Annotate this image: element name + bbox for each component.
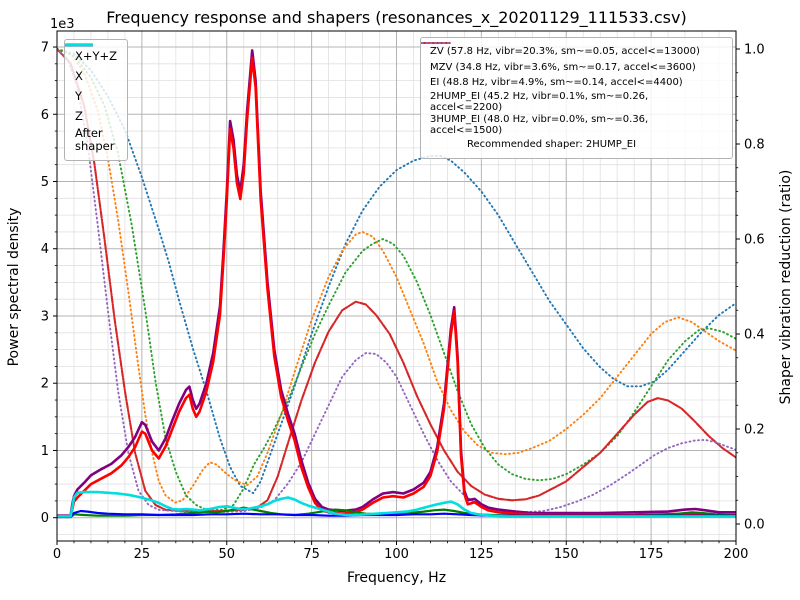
curve-shaper-mzv	[57, 48, 736, 504]
x-tick-label: 0	[53, 547, 61, 562]
y-left-tick-label: 3	[41, 309, 49, 324]
y-right-tick-label: 0.4	[744, 328, 765, 343]
legend-item-zv: ZV (57.8 Hz, vibr=20.3%, sm~=0.05, accel…	[421, 42, 723, 60]
y-left-tick-label: 1	[41, 444, 49, 459]
legend-item-y: Y	[65, 43, 117, 107]
legend-shapers: ZV (57.8 Hz, vibr=20.3%, sm~=0.05, accel…	[420, 37, 733, 159]
legend-item-3hump_ei: 3HUMP_EI (48.0 Hz, vibr=0.0%, sm~=0.36, …	[421, 42, 723, 137]
legend-item-label: Y	[75, 89, 83, 104]
legend-item-label: Z	[75, 109, 83, 124]
y-right-tick-label: 1.0	[744, 43, 765, 58]
legend-item-z: Z	[65, 43, 117, 127]
y-right-tick-label: 0.6	[744, 233, 765, 248]
ticks: 0 25 50 75 100 125 150 175 200 0 1 2 3 4 5 6 7 0.0 0.2 0.4 0…	[41, 41, 765, 562]
legend-item-label: ZV (57.8 Hz, vibr=20.3%, sm~=0.05, accel…	[430, 46, 700, 57]
legend-item-label: 3HUMP_EI (48.0 Hz, vibr=0.0%, sm~=0.36, …	[430, 113, 649, 137]
x-tick-label: 150	[554, 547, 579, 562]
y-left-tick-label: 6	[41, 108, 49, 123]
y-left-tick-label: 0	[41, 511, 49, 526]
x-tick-label: 175	[639, 547, 664, 562]
curve-shaper-3hump_ei	[57, 48, 736, 514]
legend-line-sample	[65, 43, 93, 47]
curves	[57, 47, 736, 519]
curve-psd-x	[57, 56, 736, 518]
x-tick-label: 75	[303, 547, 320, 562]
y-left-tick-label: 4	[41, 242, 49, 257]
y-right-tick-label: 0.0	[744, 518, 765, 533]
y-left-tick-label: 2	[41, 377, 49, 392]
x-tick-label: 25	[134, 547, 151, 562]
legend-line-sample	[421, 42, 451, 44]
legend-item-label: MZV (34.8 Hz, vibr=3.6%, sm~=0.17, accel…	[430, 61, 696, 73]
legend-item-label: X+Y+Z	[75, 49, 118, 64]
y-axis-label-left: Power spectral density	[6, 207, 22, 367]
recommended-shaper-note: Recommended shaper: 2HUMP_EI	[467, 138, 637, 150]
legend-item-ei: EI (48.8 Hz, vibr=4.9%, sm~=0.14, accel<…	[421, 42, 723, 91]
curve-shaper-zv	[57, 48, 736, 495]
legend-psd: X+Y+Z X Y Z After shaper	[64, 39, 129, 162]
y-right-tick-label: 0.8	[744, 138, 765, 153]
x-tick-label: 100	[384, 547, 409, 562]
y-left-tick-label: 5	[41, 175, 49, 190]
legend-item-x-y-z: X+Y+Z	[65, 43, 118, 67]
x-axis-label: Frequency, Hz	[346, 570, 447, 586]
y-axis-label-right: Shaper vibration reduction (ratio)	[778, 169, 794, 405]
curve-psd-after-shaper	[57, 490, 736, 518]
y-left-tick-label: 7	[41, 41, 49, 56]
legend-item-2hump_ei: 2HUMP_EI (45.2 Hz, vibr=0.1%, sm~=0.26, …	[421, 41, 723, 114]
curve-psd-x-y-z	[57, 49, 736, 518]
x-tick-label: 50	[218, 547, 235, 562]
y-axis-offset-label: 1e3	[50, 17, 75, 32]
legend-item-mzv: MZV (34.8 Hz, vibr=3.6%, sm~=0.17, accel…	[421, 42, 723, 76]
y-right-tick-label: 0.2	[744, 423, 765, 438]
x-tick-label: 125	[469, 547, 494, 562]
legend-item-label: After shaper	[75, 126, 115, 154]
legend-item-x: X	[65, 43, 117, 87]
chart-title: Frequency response and shapers (resonanc…	[106, 8, 687, 27]
legend-item-after-shaper: After shaper	[65, 43, 117, 154]
legend-item-label: X	[75, 69, 83, 84]
legend-item-label: 2HUMP_EI (45.2 Hz, vibr=0.1%, sm~=0.26, …	[430, 90, 649, 114]
legend-item-label: EI (48.8 Hz, vibr=4.9%, sm~=0.14, accel<…	[430, 77, 683, 88]
x-tick-label: 200	[724, 547, 749, 562]
